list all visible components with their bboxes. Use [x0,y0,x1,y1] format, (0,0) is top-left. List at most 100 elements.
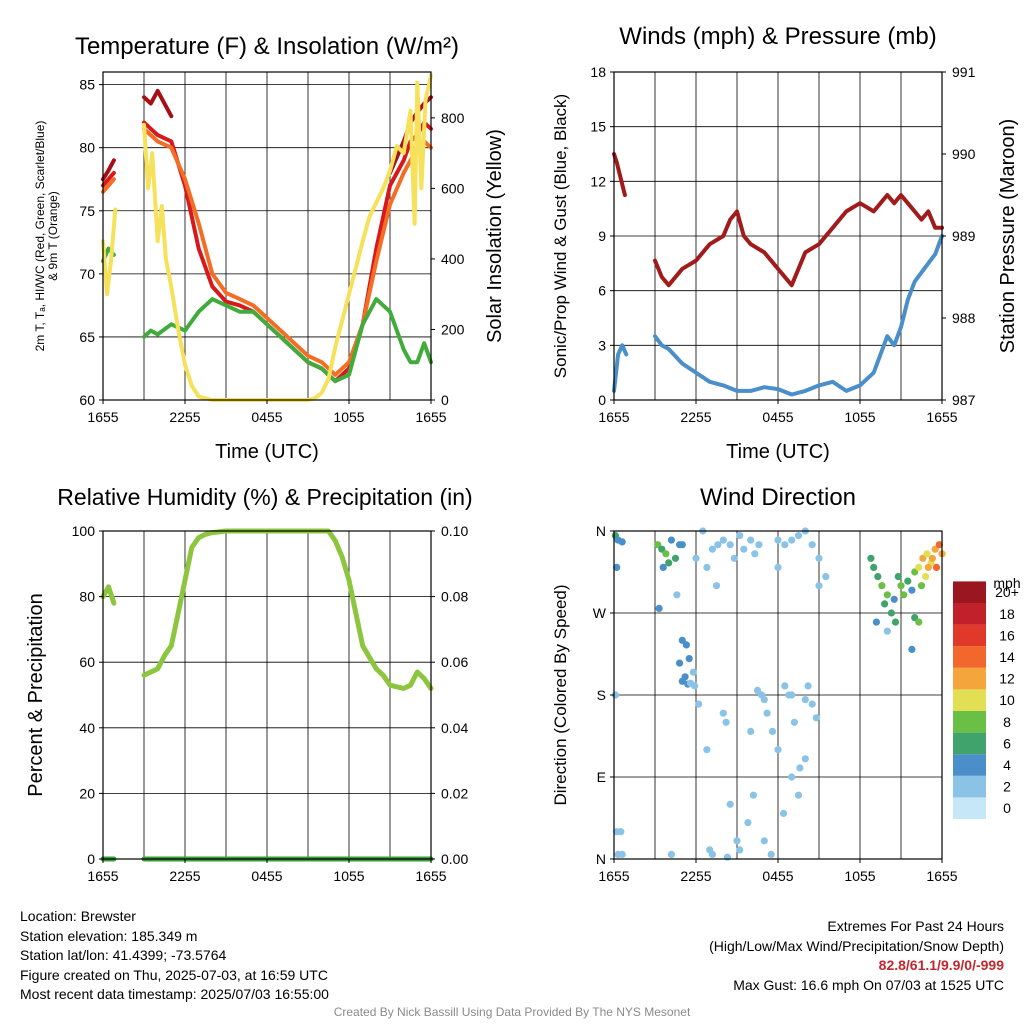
wind-direction-x-tick-label: 1055 [844,868,875,884]
winds-y2-tick-label: 988 [952,310,976,326]
humidity-y2-tick-label: 0.08 [441,589,468,605]
station-info-block: Location: Brewster Station elevation: 18… [20,907,329,1005]
wind-direction-point [691,682,699,690]
wind-direction-point [883,627,891,635]
extremes-subtitle: (High/Low/Max Wind/Precipitation/Snow De… [709,937,1004,954]
humidity-panel: Relative Humidity (%) & Precipitation (i… [25,484,473,884]
wind-direction-point [917,582,926,590]
wind-direction-point [659,563,667,572]
humidity-y-tick-label: 60 [79,654,95,670]
wind-direction-point [673,591,681,599]
humidity-y-tick-label: 20 [79,785,95,801]
wind-direction-point [662,550,670,558]
wind-direction-point [894,573,902,581]
wind-direction-point [883,591,891,599]
humidity-x-tick-label: 1655 [87,868,118,884]
humidity-y2-tick-label: 0.04 [441,720,468,736]
humidity-x-tick-label: 1055 [333,868,364,884]
humidity-axis-ticks: 1655 2255 0455 1055 16550204060801000.000.02… [72,523,469,884]
colorbar-swatch [953,689,986,711]
temperature-y-tick-label: 65 [79,329,95,345]
humidity-y2-tick-label: 0.00 [441,851,468,867]
wind-direction-point [815,554,823,562]
colorbar-swatch [953,775,986,798]
wind-direction-point [733,837,741,845]
wind-direction-point [923,550,931,558]
wind-direction-point [774,536,782,544]
wind-direction-title: Wind Direction [700,484,856,511]
wind-direction-point [788,691,796,699]
temperature-y-axis-label: 2m T, Tₐ, HI/WC (Red, Green, Scarlet/Blu… [33,121,60,352]
wind-direction-point [618,850,626,859]
wind-direction-point [723,853,732,861]
wind-direction-point [822,573,830,581]
wind-direction-point [922,573,930,581]
wind-direction-points [611,527,946,861]
extremes-values: 82.8/61.1/9.9/0/-999 [878,957,1004,974]
wind-direction-point [874,573,882,581]
wind-direction-point [712,582,721,590]
wind-direction-point [667,850,676,859]
extremes-block: Extremes For Past 24 Hours (High/Low/Max… [709,917,1004,995]
winds-y-tick-label: 15 [590,119,606,135]
winds-y-tick-label: 9 [598,228,606,244]
station-latlon: Station lat/lon: 41.4399; -73.5764 [20,947,227,964]
wind-direction-panel: Wind Direction 1655 2255 0455 1055 1655NESWN… [551,484,1021,884]
wind-direction-point [749,791,758,799]
winds-y-tick-label: 6 [598,283,606,299]
winds-x-tick-label: 2255 [680,409,711,425]
winds-y2-tick-label: 989 [952,228,976,244]
wind-direction-point [726,541,734,549]
winds-x-tick-label: 1055 [844,409,875,425]
temperature-y2-tick-label: 200 [441,321,465,337]
colorbar-label: 0 [1003,800,1011,816]
wind-direction-point [719,709,727,717]
wind-direction-point [887,609,896,617]
wind-direction-point [768,727,777,736]
wind-direction-y-tick-label: S [597,687,606,703]
wind-direction-point [703,746,711,754]
winds-y2-axis-label: Station Pressure (Maroon) [997,119,1019,354]
colorbar-label: 16 [999,627,1015,643]
wind-direction-point [618,538,626,546]
winds-y2-tick-label: 987 [952,392,976,408]
winds-series-line-1 [612,234,944,397]
wind-direction-point [760,837,768,845]
colorbar-swatch [953,581,986,603]
colorbar-unit-label: mph [993,575,1020,591]
wind-direction-point [872,618,881,626]
wind-direction-point [751,550,759,558]
station-elevation: Station elevation: 185.349 m [20,927,198,944]
wind-direction-point [788,773,796,781]
wind-direction-point [685,655,693,663]
winds-y-tick-label: 12 [590,173,606,189]
wind-direction-point [779,809,788,818]
wind-direction-point [911,568,919,576]
colorbar-swatch [953,646,986,668]
colorbar-label: 6 [1003,735,1011,751]
wind-direction-point [708,850,717,859]
wind-direction-point [708,545,717,553]
wind-direction-point [812,714,820,722]
max-gust: Max Gust: 16.6 mph On 07/03 at 1525 UTC [733,976,1004,993]
temperature-y-tick-label: 60 [79,392,95,408]
temperature-x-tick-label: 0455 [251,409,282,425]
wind-direction-point [878,582,886,590]
wind-direction-x-tick-label: 1655 [926,868,957,884]
humidity-y2-tick-label: 0.02 [441,785,468,801]
wind-direction-point [897,582,905,590]
wind-direction-point [794,791,803,799]
wind-direction-point [755,541,763,549]
wind-direction-x-tick-label: 0455 [762,868,793,884]
wind-direction-y-axis-label: Direction (Colored By Speed) [551,584,570,805]
wind-direction-y-tick-label: N [596,851,606,867]
winds-y2-tick-label: 990 [952,146,976,162]
wind-direction-point [678,677,686,685]
wind-direction-point [804,682,812,690]
wind-direction-point [808,700,816,708]
humidity-x-tick-label: 0455 [251,868,282,884]
wind-direction-point [915,563,923,572]
wind-direction-point [767,850,775,859]
